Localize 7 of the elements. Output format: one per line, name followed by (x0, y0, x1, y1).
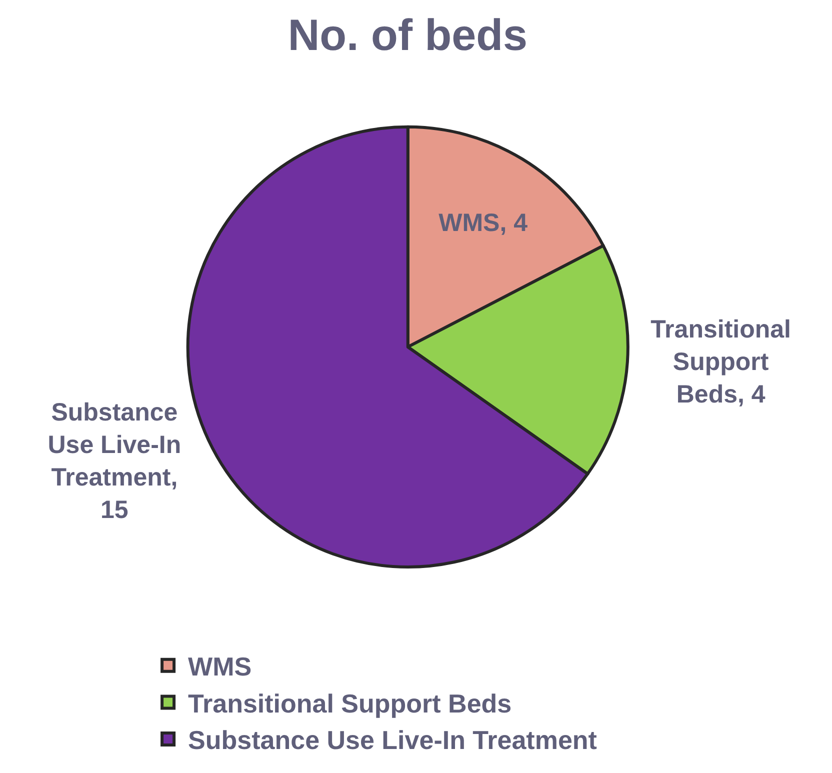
data-label: Substance Use Live-In Treatment, 15 (48, 398, 182, 524)
legend-label: Transitional Support Beds (188, 688, 512, 718)
data-label: WMS, 4 (438, 209, 528, 238)
chart-title: No. of beds (288, 11, 528, 60)
data-label: Transitional Support Beds, 4 (650, 316, 791, 409)
legend-label: WMS (188, 652, 252, 682)
legend-label: Substance Use Live-In Treatment (188, 725, 598, 756)
